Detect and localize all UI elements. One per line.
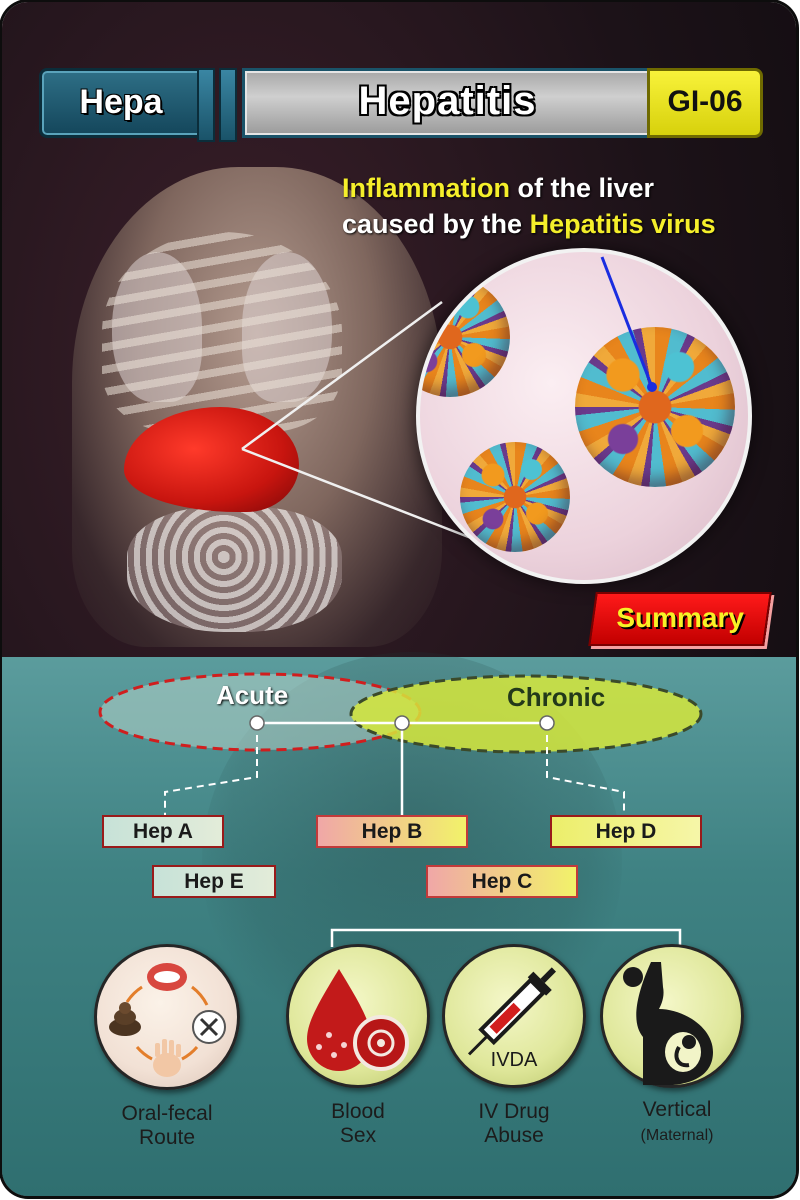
vertical-route-icon	[600, 944, 744, 1088]
route-label-vertical: Vertical (Maternal)	[607, 1098, 747, 1148]
blood-sex-route-icon	[286, 944, 430, 1088]
route-line: Route	[138, 1126, 196, 1149]
card-code: GI-06	[667, 85, 743, 118]
route-label-blood-sex: Blood Sex	[288, 1100, 428, 1148]
route-line-small: (Maternal)	[640, 1127, 714, 1144]
route-line: Abuse	[484, 1124, 544, 1147]
ivda-label: IVDA	[490, 1049, 538, 1071]
hep-e-box: Hep E	[152, 865, 276, 898]
route-line: Blood	[331, 1100, 385, 1123]
fetus-icon	[665, 1032, 701, 1072]
virus-icon	[353, 1015, 409, 1071]
definition-part: caused by the	[342, 209, 530, 239]
hand-icon	[153, 1039, 181, 1077]
title-bar: Hepatitis	[242, 68, 653, 138]
virus-icon	[575, 327, 735, 487]
hep-c-box: Hep C	[426, 865, 578, 898]
acute-label: Acute	[216, 680, 289, 710]
utensils-icon	[192, 1010, 226, 1044]
oral-fecal-route-icon	[94, 944, 240, 1090]
highlight-hepatitis-virus: Hepatitis virus	[529, 209, 716, 239]
card-code-badge: GI-06	[647, 68, 763, 138]
route-line: IV Drug	[478, 1100, 550, 1123]
route-label-iv-drug: IV Drug Abuse	[444, 1100, 584, 1148]
definition-part: of the liver	[510, 173, 655, 203]
category-label: Hepa	[79, 83, 163, 121]
intestine-illustration	[127, 507, 342, 632]
oral-fecal-cycle	[109, 963, 226, 1077]
blood-icons	[307, 969, 409, 1071]
route-line: Vertical	[642, 1098, 712, 1121]
virus-pointer	[600, 256, 657, 392]
ribcage-illustration	[102, 232, 342, 432]
chronic-label: Chronic	[507, 682, 606, 712]
route-line: Oral-fecal	[121, 1102, 213, 1125]
highlight-inflammation: Inflammation	[342, 173, 511, 203]
header-divider	[197, 68, 215, 142]
zoom-connector-lines	[241, 300, 503, 552]
hep-b-box: Hep B	[316, 815, 468, 848]
hep-d-box: Hep D	[550, 815, 702, 848]
category-badge: Hepa	[39, 68, 203, 138]
summary-panel	[2, 657, 796, 1196]
virus-zoom-circle	[416, 248, 752, 584]
definition-text: Inflammation of the liver caused by the …	[342, 170, 762, 242]
header-divider	[219, 68, 237, 142]
virus-icon	[460, 442, 570, 552]
iv-drug-route-icon: IVDA	[442, 944, 586, 1088]
mouth-icon	[147, 963, 187, 991]
route-line: Sex	[339, 1124, 377, 1147]
route-label-oral-fecal: Oral-fecal Route	[97, 1102, 237, 1150]
page-title: Hepatitis	[358, 79, 537, 123]
pregnant-woman-icon	[623, 962, 713, 1085]
syringe-icon	[467, 967, 557, 1056]
stool-icon	[109, 1002, 141, 1036]
hep-a-box: Hep A	[102, 815, 224, 848]
